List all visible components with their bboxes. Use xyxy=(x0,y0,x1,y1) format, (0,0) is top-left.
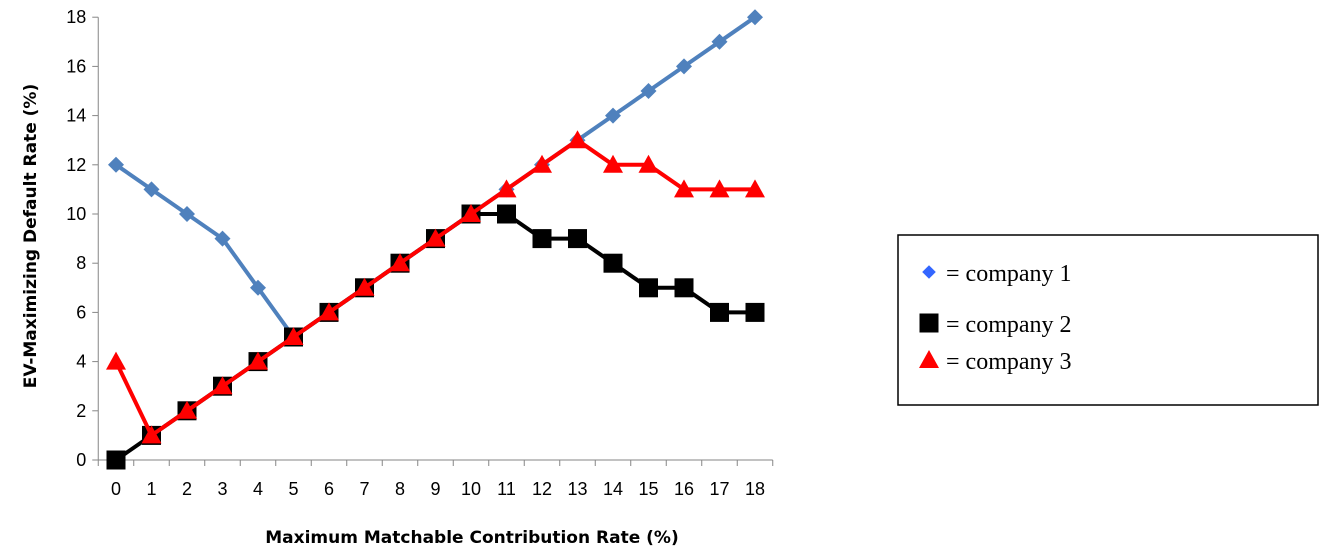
data-point xyxy=(676,58,692,75)
legend-label: = company 3 xyxy=(946,349,1072,375)
data-point xyxy=(250,279,266,296)
data-point xyxy=(605,107,621,124)
x-tick-label: 10 xyxy=(461,479,481,499)
x-tick-label: 11 xyxy=(497,479,516,499)
data-point xyxy=(496,179,517,198)
data-point xyxy=(179,206,195,222)
x-axis-title: Maximum Matchable Contribution Rate (%) xyxy=(265,528,678,548)
data-point xyxy=(390,253,410,272)
data-point xyxy=(639,278,658,298)
y-tick-label: 8 xyxy=(76,253,86,273)
x-tick-label: 4 xyxy=(253,479,263,499)
data-point xyxy=(141,425,162,444)
legend-item-company-1: = company 1 xyxy=(922,261,1072,287)
x-tick-label: 15 xyxy=(638,479,658,499)
x-tick-label: 2 xyxy=(182,479,192,499)
series-company-3 xyxy=(106,130,765,444)
data-point xyxy=(640,83,657,99)
legend-square-icon xyxy=(919,313,939,333)
legend-box xyxy=(897,234,1319,406)
y-tick-label: 16 xyxy=(66,56,86,76)
data-point xyxy=(106,351,126,370)
data-point xyxy=(425,228,446,247)
data-point xyxy=(319,302,339,321)
data-point xyxy=(674,278,694,298)
data-point xyxy=(461,204,481,222)
data-point xyxy=(177,400,197,419)
x-tick-label: 18 xyxy=(745,479,765,499)
data-point xyxy=(603,154,623,173)
series-layer xyxy=(106,9,765,470)
data-point xyxy=(283,327,304,345)
x-tick-label: 8 xyxy=(395,479,405,499)
y-tick-label: 2 xyxy=(76,401,86,421)
x-tick-label: 7 xyxy=(359,479,369,499)
data-point xyxy=(248,351,268,370)
x-tick-label: 12 xyxy=(532,479,552,499)
data-point xyxy=(497,204,516,224)
data-point xyxy=(603,253,623,273)
data-point xyxy=(214,230,231,247)
legend-item-company-2: = company 2 xyxy=(919,312,1072,338)
data-point xyxy=(212,376,233,395)
x-tick-label: 9 xyxy=(430,479,440,499)
data-point xyxy=(143,181,160,198)
data-point xyxy=(354,277,375,296)
data-point xyxy=(745,179,765,198)
x-tick-label: 16 xyxy=(674,479,694,499)
x-tick-label: 17 xyxy=(709,479,729,499)
data-point xyxy=(568,229,587,249)
x-tick-label: 5 xyxy=(288,479,298,499)
data-point xyxy=(674,179,694,198)
y-tick-label: 6 xyxy=(76,302,86,322)
data-point xyxy=(710,302,729,322)
y-tick-label: 12 xyxy=(66,155,86,175)
legend-item-company-3: = company 3 xyxy=(919,349,1072,375)
data-point xyxy=(532,229,552,249)
series-line xyxy=(114,212,755,462)
y-tick-label: 10 xyxy=(66,204,86,224)
legend-label: = company 1 xyxy=(946,261,1072,287)
y-tick-label: 18 xyxy=(66,7,86,27)
x-tick-label: 6 xyxy=(324,479,334,499)
y-axis-title: EV-Maximizing Default Rate (%) xyxy=(21,84,41,388)
data-point xyxy=(747,9,763,26)
data-point xyxy=(711,33,728,50)
x-tick-label: 14 xyxy=(603,479,623,499)
legend: = company 1 = company 2 = company 3 xyxy=(897,234,1319,406)
legend-triangle-icon xyxy=(919,350,939,368)
data-point xyxy=(638,154,659,173)
data-point xyxy=(567,130,588,149)
data-point xyxy=(532,154,552,173)
data-point xyxy=(709,179,730,198)
x-tick-label: 13 xyxy=(567,479,587,499)
legend-diamond-icon xyxy=(922,265,936,279)
data-point xyxy=(108,156,124,173)
x-tick-label: 0 xyxy=(111,479,121,499)
data-point xyxy=(745,302,765,322)
data-point xyxy=(106,450,126,470)
y-tick-label: 14 xyxy=(66,106,86,126)
legend-label: = company 2 xyxy=(946,312,1072,338)
y-tick-label: 4 xyxy=(76,352,86,372)
x-tick-label: 3 xyxy=(217,479,227,499)
y-tick-label: 0 xyxy=(76,450,86,470)
x-tick-label: 1 xyxy=(146,479,156,499)
